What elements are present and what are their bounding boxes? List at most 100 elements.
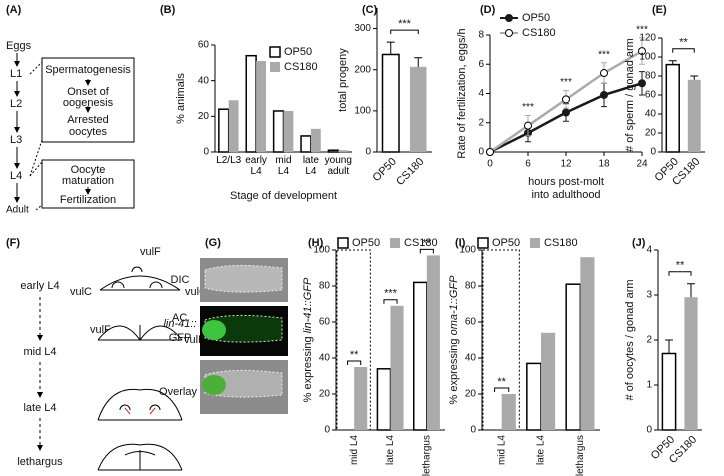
bar	[541, 332, 556, 430]
x-tick-label-box: early L4	[245, 155, 267, 177]
point	[562, 108, 570, 117]
y-tick-label: 20	[465, 389, 477, 400]
legend-label: OP50	[352, 237, 380, 249]
bar	[300, 135, 312, 153]
y-tick-label: 40	[645, 109, 657, 120]
bar	[410, 66, 427, 152]
stage: L1	[10, 68, 22, 80]
y-axis-label: # of oocytes / gonad arm	[624, 279, 636, 400]
y-tick-label: 40	[198, 75, 210, 86]
significance-label: ***	[522, 102, 534, 113]
legend-marker	[505, 14, 513, 22]
legend-label: CS180	[522, 27, 556, 39]
legend-label: CS180	[404, 237, 438, 249]
x-tick-label-box: mid L4	[275, 155, 292, 177]
significance-label: **	[497, 376, 506, 388]
bar	[338, 150, 349, 152]
error-bar	[668, 60, 677, 65]
y-axis-label: % expressing lin-41::GFP	[302, 277, 314, 402]
x-tick-label-box: L2/L3	[216, 155, 241, 166]
error-bar	[687, 283, 695, 298]
box-text: oogenesis	[63, 97, 114, 109]
bar	[580, 257, 595, 430]
error-bar	[414, 57, 423, 67]
box-text: Arrested	[67, 114, 109, 126]
y-tick-label: 120	[639, 33, 656, 44]
panel-label: (F)	[6, 237, 20, 249]
worm	[204, 264, 283, 293]
y-tick-label: 60	[645, 90, 657, 101]
stage: L3	[10, 134, 22, 146]
bar	[381, 53, 400, 153]
x-tick-label: late L4	[385, 435, 396, 465]
y-tick-label: 6	[478, 59, 484, 70]
row-label: DIC	[171, 274, 190, 286]
bar	[245, 54, 257, 153]
worm	[204, 314, 283, 343]
significance-label: ***	[560, 77, 572, 88]
y-tick-label: 8	[478, 30, 484, 41]
x-tick-label-box: late L4	[303, 155, 319, 177]
y-tick-label: 1	[646, 380, 652, 391]
bar	[272, 110, 285, 153]
y-tick-label: 60	[319, 317, 331, 328]
x-tick-label-box: young adult	[325, 155, 352, 177]
error-bar	[386, 41, 395, 55]
image-panel-g: (G) DIC lin-41:: GFP Overlay	[159, 237, 288, 414]
significance-bracket	[419, 248, 434, 254]
y-tick-label: 80	[645, 71, 657, 82]
bar	[310, 128, 321, 152]
significance-bracket	[668, 271, 692, 276]
gfp-signal	[202, 320, 226, 340]
x-tick-label: 0	[487, 159, 493, 170]
significance-bracket	[347, 360, 362, 365]
y-axis-label-part: oma-1::GFP	[448, 275, 460, 336]
x-tick-label: 12	[560, 159, 572, 170]
significance-bracket	[383, 299, 398, 304]
significance-label: ***	[636, 25, 648, 36]
y-tick-label: 0	[203, 147, 209, 158]
legend-swatch	[530, 238, 540, 248]
arrows	[14, 53, 135, 211]
significance-label: **	[676, 260, 685, 272]
x-tick-label: mid L4	[349, 435, 360, 465]
y-tick-label: 40	[319, 353, 331, 364]
bar	[526, 362, 542, 431]
legend-marker	[505, 29, 513, 37]
significance-label: **	[423, 237, 432, 249]
x-tick-label: lethargus	[575, 435, 586, 476]
y-tick-label: 20	[645, 128, 657, 139]
worm	[204, 369, 283, 398]
stage: Eggs	[6, 40, 32, 52]
box-text: oocytes	[69, 126, 107, 138]
x-axis-label: hours post-molt	[528, 176, 604, 188]
stage: L4	[10, 170, 22, 182]
panel-label: (G)	[205, 237, 221, 249]
row-label: Overlay	[159, 386, 197, 398]
x-tick-label: 24	[636, 159, 648, 170]
x-tick-label: mid L4	[496, 435, 507, 465]
legend-label: OP50	[492, 237, 520, 249]
cell-label: vulF	[140, 246, 161, 258]
legend-swatch	[337, 237, 349, 249]
stage: mid L4	[23, 346, 56, 358]
y-axis-label: Rate of fertilization, eggs/h	[456, 28, 468, 158]
stage: late L4	[23, 402, 56, 414]
point	[486, 148, 494, 156]
significance-label: ***	[398, 18, 412, 30]
bar	[687, 79, 701, 152]
legend-swatch	[270, 62, 280, 72]
point	[638, 47, 646, 56]
significance-bracket	[390, 29, 419, 35]
x-tick-label: mid L4	[275, 155, 292, 177]
significance-label: ***	[384, 288, 398, 300]
point	[524, 121, 532, 130]
y-tick-label: 100	[639, 52, 656, 63]
row-label: GFP	[169, 332, 192, 344]
dashed-box	[336, 249, 371, 431]
bar	[327, 149, 340, 153]
y-axis-label-part: lin-41::GFP	[302, 277, 314, 333]
y-tick-label: 0	[650, 147, 656, 158]
x-tick-label: late L4	[536, 435, 547, 465]
y-axis-label: # of sperm / gonad arm	[624, 38, 636, 152]
